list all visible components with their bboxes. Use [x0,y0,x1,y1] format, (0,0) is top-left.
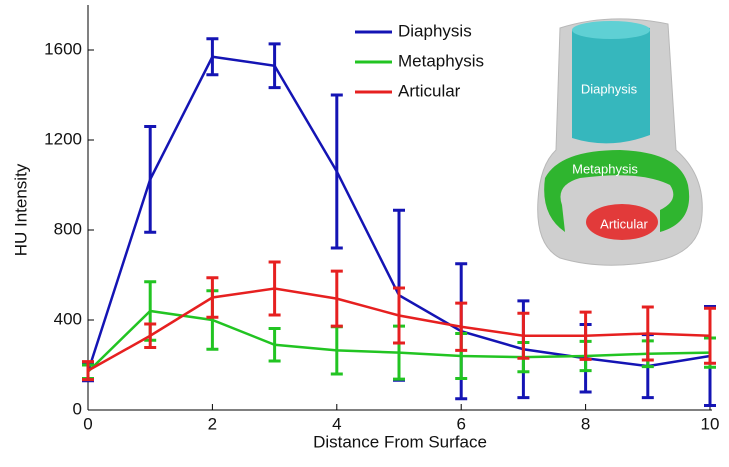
x-axis-title: Distance From Surface [313,432,487,451]
articular-region [586,204,658,240]
x-tick-label: 8 [581,414,590,433]
legend-label: Articular [398,81,461,100]
y-tick-label: 800 [54,219,82,238]
diaphysis-region [572,23,650,144]
error-bar [206,276,219,319]
error-bar [268,42,281,90]
error-bar [393,286,405,345]
x-tick-label: 6 [456,414,465,433]
error-bar [268,260,281,317]
legend-label: Diaphysis [398,21,472,40]
y-tick-label: 0 [73,399,82,418]
diaphysis-top [572,21,650,39]
y-tick-label: 400 [54,309,82,328]
bone-illustration: Diaphysis Metaphysis Articular [537,18,703,266]
error-bar [330,269,343,328]
metaphysis-region [544,150,690,232]
error-bar [82,360,94,382]
inset-label: Diaphysis [581,81,638,96]
error-bar [144,322,157,349]
error-bar [641,305,654,362]
x-tick-label: 0 [83,414,92,433]
error-bar [579,310,592,361]
error-bar [330,93,343,250]
error-bar [206,37,219,77]
inset-label: Metaphysis [572,161,638,176]
y-axis-title: HU Intensity [11,163,30,256]
error-bar [144,125,157,234]
x-tick-label: 10 [701,414,720,433]
x-tick-label: 4 [332,414,341,433]
x-tick-label: 2 [208,414,217,433]
inset-label: Articular [600,216,648,231]
error-bar [268,327,281,363]
legend-label: Metaphysis [398,51,484,70]
error-bar [704,306,716,365]
y-tick-label: 1600 [44,39,82,58]
y-tick-label: 1200 [44,129,82,148]
error-bar [517,311,530,360]
error-bar [455,301,468,352]
